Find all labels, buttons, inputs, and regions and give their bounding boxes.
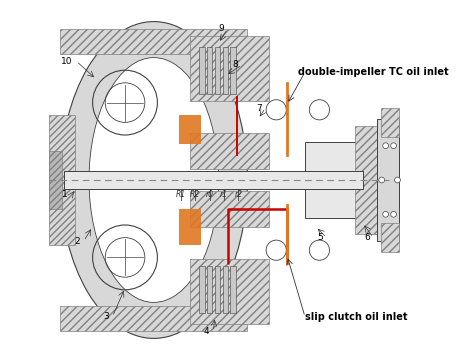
Bar bbox=[199, 47, 205, 94]
Bar bbox=[381, 223, 399, 252]
Bar bbox=[377, 119, 399, 241]
Bar bbox=[60, 306, 247, 331]
Circle shape bbox=[395, 177, 401, 183]
Bar bbox=[381, 108, 399, 137]
Text: 7: 7 bbox=[256, 104, 262, 113]
Text: 2: 2 bbox=[74, 237, 80, 246]
Bar bbox=[179, 209, 201, 245]
Circle shape bbox=[383, 211, 389, 217]
Bar bbox=[190, 259, 269, 324]
Text: 6: 6 bbox=[364, 233, 370, 242]
Bar bbox=[190, 36, 269, 101]
Bar bbox=[60, 29, 247, 54]
Text: R1: R1 bbox=[176, 190, 186, 199]
Ellipse shape bbox=[89, 58, 219, 302]
Bar bbox=[49, 151, 62, 209]
Bar bbox=[230, 266, 236, 313]
Text: 4: 4 bbox=[204, 327, 210, 336]
Circle shape bbox=[391, 143, 396, 149]
Text: 5: 5 bbox=[317, 233, 323, 242]
Circle shape bbox=[391, 211, 396, 217]
Bar bbox=[356, 126, 384, 234]
Text: 8: 8 bbox=[233, 60, 238, 69]
Bar bbox=[190, 191, 269, 227]
Bar bbox=[215, 266, 220, 313]
Bar bbox=[230, 47, 236, 94]
Bar bbox=[199, 266, 205, 313]
Bar bbox=[190, 133, 269, 169]
Text: 9: 9 bbox=[218, 24, 224, 33]
Text: r2: r2 bbox=[235, 190, 242, 199]
Text: slip clutch oil inlet: slip clutch oil inlet bbox=[305, 312, 408, 322]
Bar bbox=[207, 266, 212, 313]
Text: 1: 1 bbox=[63, 190, 68, 199]
Bar bbox=[179, 115, 201, 144]
Ellipse shape bbox=[60, 22, 247, 338]
Bar bbox=[223, 266, 228, 313]
Bar bbox=[305, 142, 363, 218]
Circle shape bbox=[379, 177, 384, 183]
Bar bbox=[207, 47, 212, 94]
Circle shape bbox=[383, 143, 389, 149]
Bar bbox=[49, 115, 74, 245]
Text: r1: r1 bbox=[220, 190, 228, 199]
Bar bbox=[215, 47, 220, 94]
Bar bbox=[223, 47, 228, 94]
Bar bbox=[64, 171, 363, 189]
Text: double-impeller TC oil inlet: double-impeller TC oil inlet bbox=[298, 67, 448, 77]
Text: 10: 10 bbox=[61, 57, 73, 66]
Text: r0: r0 bbox=[206, 190, 214, 199]
Text: 3: 3 bbox=[103, 312, 109, 321]
Text: R2: R2 bbox=[190, 190, 201, 199]
